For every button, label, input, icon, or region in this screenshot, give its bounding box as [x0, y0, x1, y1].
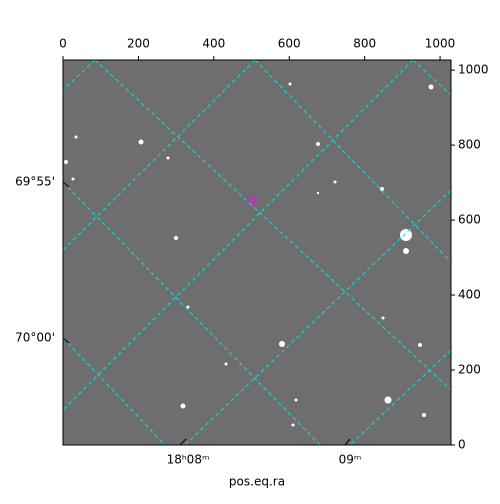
y-tick-label: 400 [458, 288, 481, 302]
coordinate-grid [63, 60, 451, 445]
dec-label: 70°00' [15, 331, 55, 345]
frame [62, 59, 452, 446]
y-tick-label: 1000 [458, 63, 489, 77]
ra-label: 09ᵐ [339, 453, 362, 467]
y-tick-label: 200 [458, 363, 481, 377]
x-tick-label: 800 [353, 37, 376, 51]
ra-label: 18ʰ08ᵐ [167, 453, 210, 467]
x-axis-label: pos.eq.ra [229, 475, 285, 489]
y-tick-label: 800 [458, 138, 481, 152]
x-tick-label: 1000 [425, 37, 456, 51]
y-tick-label: 0 [458, 438, 466, 452]
stars [64, 82, 434, 427]
target-marker [247, 195, 257, 205]
x-tick-label: 400 [202, 37, 225, 51]
x-tick-label: 600 [278, 37, 301, 51]
y-tick-label: 600 [458, 213, 481, 227]
x-tick-label: 200 [127, 37, 150, 51]
dec-label: 69°55' [15, 175, 55, 189]
x-tick-label: 0 [59, 37, 67, 51]
celestial-ticks [62, 181, 351, 446]
image [63, 60, 451, 445]
